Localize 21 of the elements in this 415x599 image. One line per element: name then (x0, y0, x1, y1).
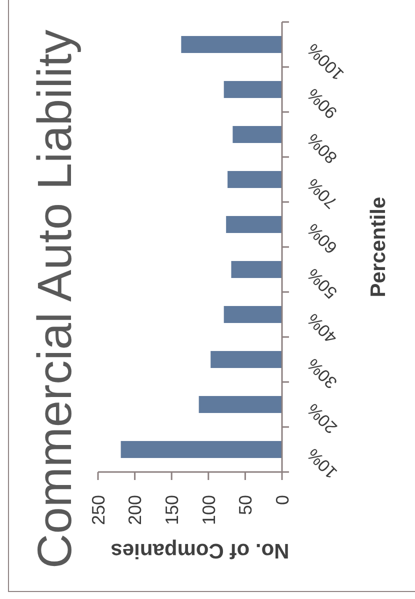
x-tick-label: 50 (236, 495, 256, 516)
x-axis-title: No. of Companies (110, 539, 290, 562)
bar (228, 171, 282, 188)
x-tick-label: 200 (125, 495, 146, 526)
y-tick-label: 10% (303, 444, 341, 482)
bar (198, 396, 282, 414)
x-tick-label: 150 (162, 495, 182, 526)
x-tick-label: 100 (198, 495, 219, 526)
bar (231, 261, 282, 278)
bar (224, 306, 282, 324)
bar (224, 81, 282, 98)
bar (120, 441, 282, 458)
y-tick-label: 40% (303, 310, 341, 348)
bar (210, 351, 282, 368)
bar (226, 216, 282, 234)
x-tick-label: 0 (272, 495, 292, 506)
text: Commercial Auto Liability (29, 30, 82, 568)
x-tick-label: 250 (88, 495, 108, 526)
bar (181, 36, 282, 54)
y-axis-title: Percentile (367, 196, 390, 298)
bar (232, 126, 282, 144)
